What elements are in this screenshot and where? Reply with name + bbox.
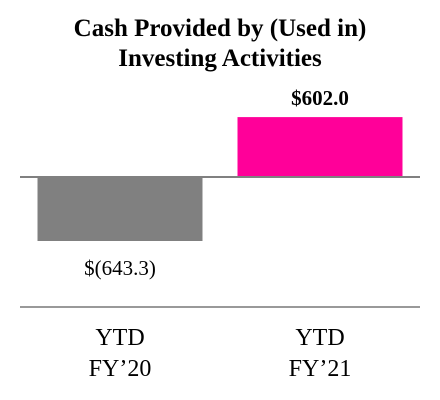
category-label-fy21: YTD FY’21: [230, 323, 410, 385]
chart-title: Cash Provided by (Used in) Investing Act…: [0, 14, 440, 74]
chart-title-line-1: Cash Provided by (Used in): [73, 15, 367, 42]
category-label-fy20-line-1: YTD: [95, 325, 145, 351]
category-label-fy21-line-2: FY’21: [288, 356, 352, 382]
data-label-0: $(643.3): [84, 256, 156, 280]
data-label-1: $602.0: [291, 86, 349, 110]
category-label-fy21-line-1: YTD: [295, 325, 345, 351]
bar-0: [37, 177, 203, 241]
chart-title-line-2: Investing Activities: [118, 45, 322, 72]
category-label-fy20: YTD FY’20: [30, 323, 210, 385]
category-label-fy20-line-2: FY’20: [88, 356, 152, 382]
bar-1: [237, 117, 403, 177]
